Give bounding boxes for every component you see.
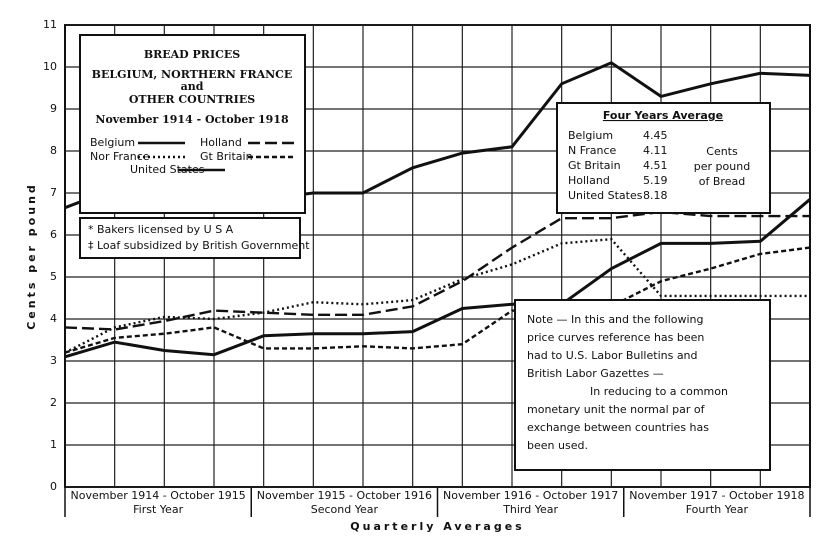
title-text: November 1914 - October 1918	[95, 113, 289, 126]
note-line: been used.	[527, 439, 588, 452]
x-axis-label: Quarterly Averages	[350, 520, 524, 533]
avg-country: Holland	[568, 174, 610, 187]
y-tick-label: 11	[43, 18, 57, 31]
avg-country: United States	[568, 189, 643, 202]
note-line: monetary unit the normal par of	[527, 403, 706, 416]
year-label: Second Year	[311, 503, 379, 516]
legend-label: Holland	[200, 136, 242, 149]
note-line: British Labor Gazettes —	[527, 367, 664, 380]
title-text: BELGIUM, NORTHERN FRANCE	[92, 68, 293, 81]
y-tick-label: 7	[50, 186, 57, 199]
avg-country: Gt Britain	[568, 159, 621, 172]
note-box	[514, 299, 771, 471]
title-text: BREAD PRICES	[144, 48, 240, 61]
avg-unit: of Bread	[699, 175, 745, 188]
year-label: Third Year	[502, 503, 558, 516]
avg-value: 4.45	[643, 129, 668, 142]
title-text: and	[181, 80, 204, 93]
avg-unit: per pound	[694, 160, 750, 173]
series-line	[64, 246, 811, 354]
y-tick-label: 1	[50, 438, 57, 451]
avg-country: N France	[568, 144, 617, 157]
y-tick-label: 2	[50, 396, 57, 409]
averages-box	[556, 102, 771, 214]
y-tick-label: 5	[50, 270, 57, 283]
period-label: November 1916 - October 1917	[443, 489, 618, 502]
y-axis-label: Cents per pound	[25, 182, 38, 330]
note-line: price curves reference has been	[527, 331, 704, 344]
y-tick-label: 9	[50, 102, 57, 115]
period-label: November 1914 - October 1915	[71, 489, 246, 502]
legend-label: United States	[130, 163, 205, 176]
avg-country: Belgium	[568, 129, 613, 142]
averages-title: Four Years Average	[603, 109, 723, 122]
series-line	[64, 237, 810, 354]
series-line	[64, 198, 811, 359]
note-line: exchange between countries has	[527, 421, 709, 434]
legend-label: Nor France	[90, 150, 150, 163]
year-label: First Year	[133, 503, 183, 516]
marker-note: * Bakers licensed by U S A	[88, 223, 234, 236]
note-line: had to U.S. Labor Bulletins and	[527, 349, 698, 362]
avg-value: 4.11	[643, 144, 668, 157]
marker-box	[79, 217, 301, 259]
y-tick-label: 10	[43, 60, 57, 73]
avg-value: 4.51	[643, 159, 668, 172]
y-tick-label: 0	[50, 480, 57, 493]
note-line: Note — In this and the following	[527, 313, 704, 326]
legend-label: Belgium	[90, 136, 135, 149]
avg-value: 8.18	[643, 189, 668, 202]
year-label: Fourth Year	[686, 503, 749, 516]
avg-unit: Cents	[706, 145, 738, 158]
y-tick-label: 4	[50, 312, 57, 325]
y-tick-label: 6	[50, 228, 57, 241]
marker-note: ‡ Loaf subsidized by British Government	[88, 239, 310, 252]
title-box	[79, 34, 306, 214]
period-label: November 1915 - October 1916	[257, 489, 432, 502]
note-line: In reducing to a common	[590, 385, 728, 398]
y-tick-label: 8	[50, 144, 57, 157]
legend-label: Gt Britain	[200, 150, 253, 163]
y-tick-label: 3	[50, 354, 57, 367]
avg-value: 5.19	[643, 174, 668, 187]
period-label: November 1917 - October 1918	[629, 489, 804, 502]
title-text: OTHER COUNTRIES	[129, 93, 255, 106]
